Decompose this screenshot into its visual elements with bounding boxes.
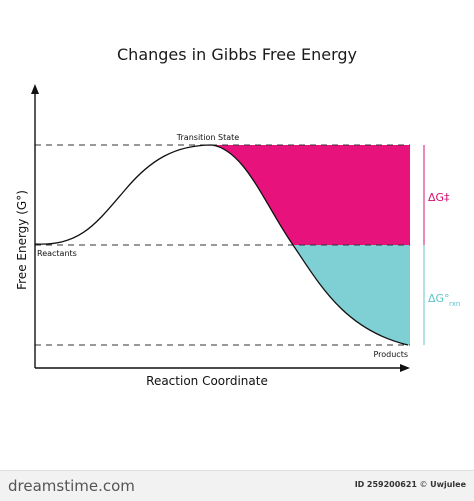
activation-energy-label: ΔG‡ [428,191,450,204]
energy-curve [34,144,409,346]
x-axis-label: Reaction Coordinate [146,374,268,388]
x-axis-arrow-icon [400,364,410,372]
image-meta: ID 259200621 © Uwjulee [355,480,466,489]
reaction-energy-label: ΔG° [428,292,450,305]
brand-logo-text: dreamstime.com [8,477,135,495]
copyright-symbol: © [419,480,428,489]
products-label: Products [373,350,408,359]
author-name: Uwjulee [430,480,466,489]
reactants-label: Reactants [37,249,77,258]
y-axis-arrow-icon [31,84,39,94]
reaction-energy-region [293,245,410,345]
y-axis-label: Free Energy (G°) [15,190,29,290]
activation-energy-region [212,145,410,245]
reaction-energy-subscript: rxn [449,300,460,308]
watermark-footer: dreamstime.com ID 259200621 © Uwjulee [0,470,474,501]
id-value: 259200621 [366,480,417,489]
diagram-title: Changes in Gibbs Free Energy [117,45,357,64]
id-label: ID [354,480,365,489]
transition-state-label: Transition State [176,133,239,142]
